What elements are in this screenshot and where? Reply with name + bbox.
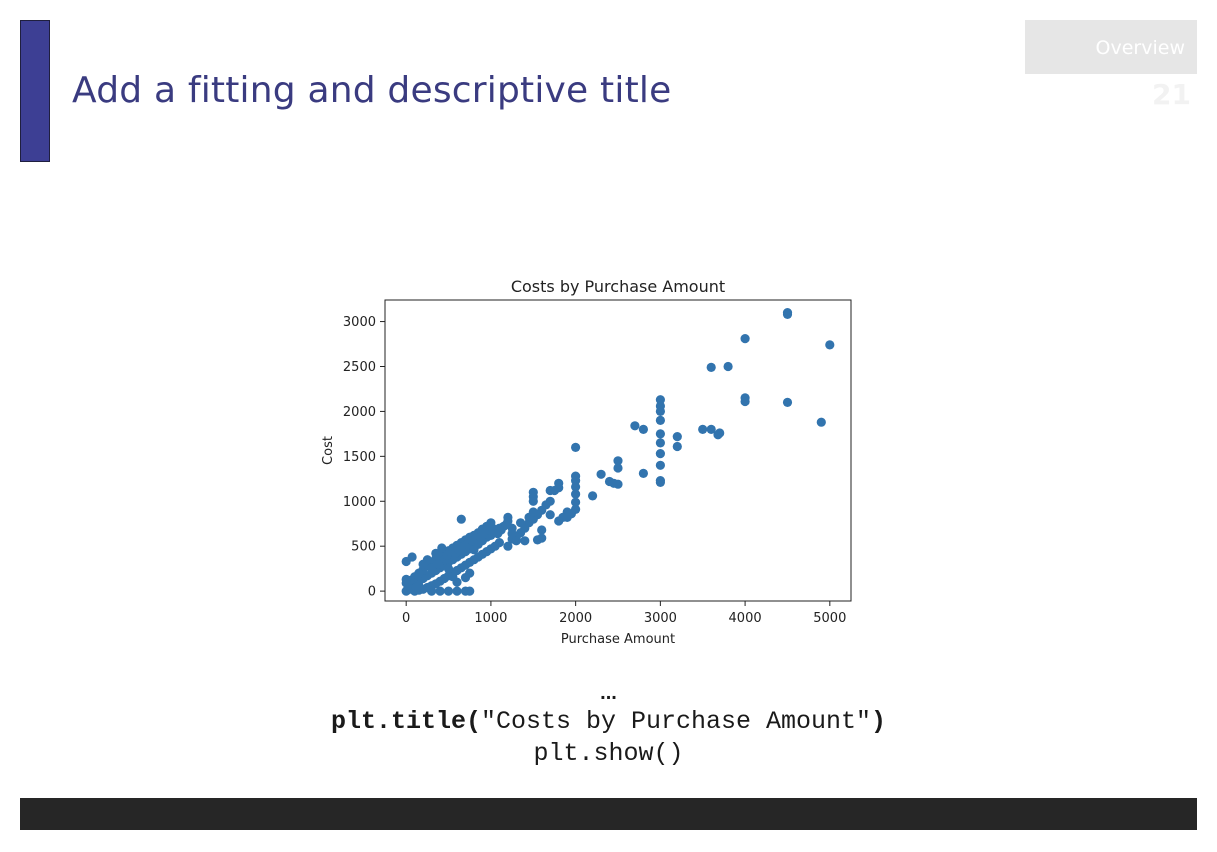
x-tick-label: 4000 <box>729 611 762 626</box>
scatter-point <box>401 574 411 584</box>
scatter-point <box>655 429 665 439</box>
scatter-point <box>782 309 793 319</box>
scatter-point <box>630 421 640 431</box>
scatter-point <box>706 424 716 434</box>
scatter-point <box>545 510 555 520</box>
scatter-point <box>448 572 458 582</box>
scatter-point <box>638 468 648 478</box>
y-tick-label: 3000 <box>343 315 376 330</box>
scatter-point <box>571 497 581 507</box>
code-arg: "Costs by Purchase Amount" <box>480 707 872 736</box>
y-tick-label: 2000 <box>343 405 376 420</box>
scatter-point <box>469 545 479 555</box>
x-tick-label: 0 <box>402 611 410 626</box>
x-tick-label: 2000 <box>559 611 592 626</box>
scatter-point <box>411 582 421 593</box>
scatter-chart: 0 1000 2000 3000 4000 5000 0 500 1000 1500 2000 250… <box>321 277 852 647</box>
y-tick-label: 1000 <box>343 495 376 510</box>
scatter-point <box>427 563 437 573</box>
scatter-point <box>433 559 443 569</box>
scatter-point <box>655 406 665 416</box>
scatter-point <box>816 417 826 427</box>
y-axis-label: Cost <box>321 436 336 465</box>
scatter-point <box>435 586 445 596</box>
slide-title: Add a fitting and descriptive title <box>72 70 672 111</box>
scatter-point <box>566 509 576 519</box>
code-block: ... plt.title("Costs by Purchase Amount"… <box>0 680 1217 770</box>
scatter-point <box>520 536 530 546</box>
y-tick-label: 500 <box>351 540 376 555</box>
scatter-point <box>437 543 447 553</box>
scatter-point <box>418 559 428 569</box>
scatter-point <box>456 514 466 524</box>
scatter-point <box>740 396 750 407</box>
scatter-point <box>672 432 682 442</box>
scatter-point <box>443 564 454 574</box>
scatter-point <box>713 430 723 440</box>
scatter-point <box>532 535 543 545</box>
scatter-point <box>443 586 454 596</box>
scatter-point <box>427 586 437 596</box>
scatter-point <box>554 516 564 526</box>
code-line-title: plt.title("Costs by Purchase Amount") <box>0 706 1217 738</box>
scatter-point <box>698 424 708 434</box>
y-tick-label: 1500 <box>343 450 376 465</box>
scatter-point <box>672 441 682 452</box>
code-line-show: plt.show() <box>533 739 684 768</box>
scatter-point <box>571 476 581 486</box>
scatter-point <box>638 424 648 434</box>
scatter-point <box>528 496 538 506</box>
scatter-point <box>655 415 665 425</box>
y-tick-label: 0 <box>368 585 376 600</box>
scatter-point <box>655 395 665 405</box>
scatter-point <box>452 586 462 596</box>
title-accent-bar <box>20 20 50 162</box>
x-tick-label: 1000 <box>474 611 507 626</box>
scatter-point <box>613 463 623 473</box>
code-ellipsis: ... <box>600 682 617 704</box>
x-axis-label: Purchase Amount <box>561 632 675 647</box>
scatter-point <box>407 552 417 562</box>
scatter-point <box>655 438 665 448</box>
scatter-point <box>545 485 555 496</box>
scatter-point <box>465 586 475 596</box>
scatter-point <box>516 518 526 528</box>
scatter-point <box>571 442 581 452</box>
scatter-point <box>613 456 623 466</box>
plot-area-frame <box>384 299 852 602</box>
scatter-point <box>706 362 716 372</box>
scatter-point <box>613 479 623 489</box>
x-tick-label: 5000 <box>813 611 846 626</box>
scatter-point <box>507 529 517 539</box>
y-tick-label: 2500 <box>343 360 376 375</box>
scatter-point <box>655 477 665 487</box>
x-tick-label: 3000 <box>644 611 677 626</box>
scatter-point <box>655 460 665 470</box>
chart-title: Costs by Purchase Amount <box>511 277 725 296</box>
scatter-point <box>503 541 513 551</box>
scatter-point <box>465 568 475 578</box>
page-number: 21 <box>1152 78 1191 111</box>
section-tab[interactable]: Overview <box>1025 20 1197 74</box>
scatter-point <box>596 469 606 479</box>
scatter-point <box>825 340 835 350</box>
footer-bar <box>20 798 1197 830</box>
scatter-point <box>431 548 441 558</box>
code-close: ) <box>871 707 887 736</box>
scatter-point <box>571 489 581 499</box>
section-label: Overview <box>1095 37 1185 59</box>
scatter-point <box>782 397 793 407</box>
scatter-point <box>501 520 511 530</box>
scatter-point <box>571 482 581 492</box>
scatter-point <box>511 536 521 546</box>
scatter-point <box>588 491 598 501</box>
scatter-point <box>723 361 733 372</box>
scatter-point <box>655 449 665 459</box>
scatter-point <box>740 334 750 344</box>
scatter-point <box>528 507 538 517</box>
scatter-point <box>537 525 547 535</box>
code-func: plt.title( <box>330 707 481 736</box>
